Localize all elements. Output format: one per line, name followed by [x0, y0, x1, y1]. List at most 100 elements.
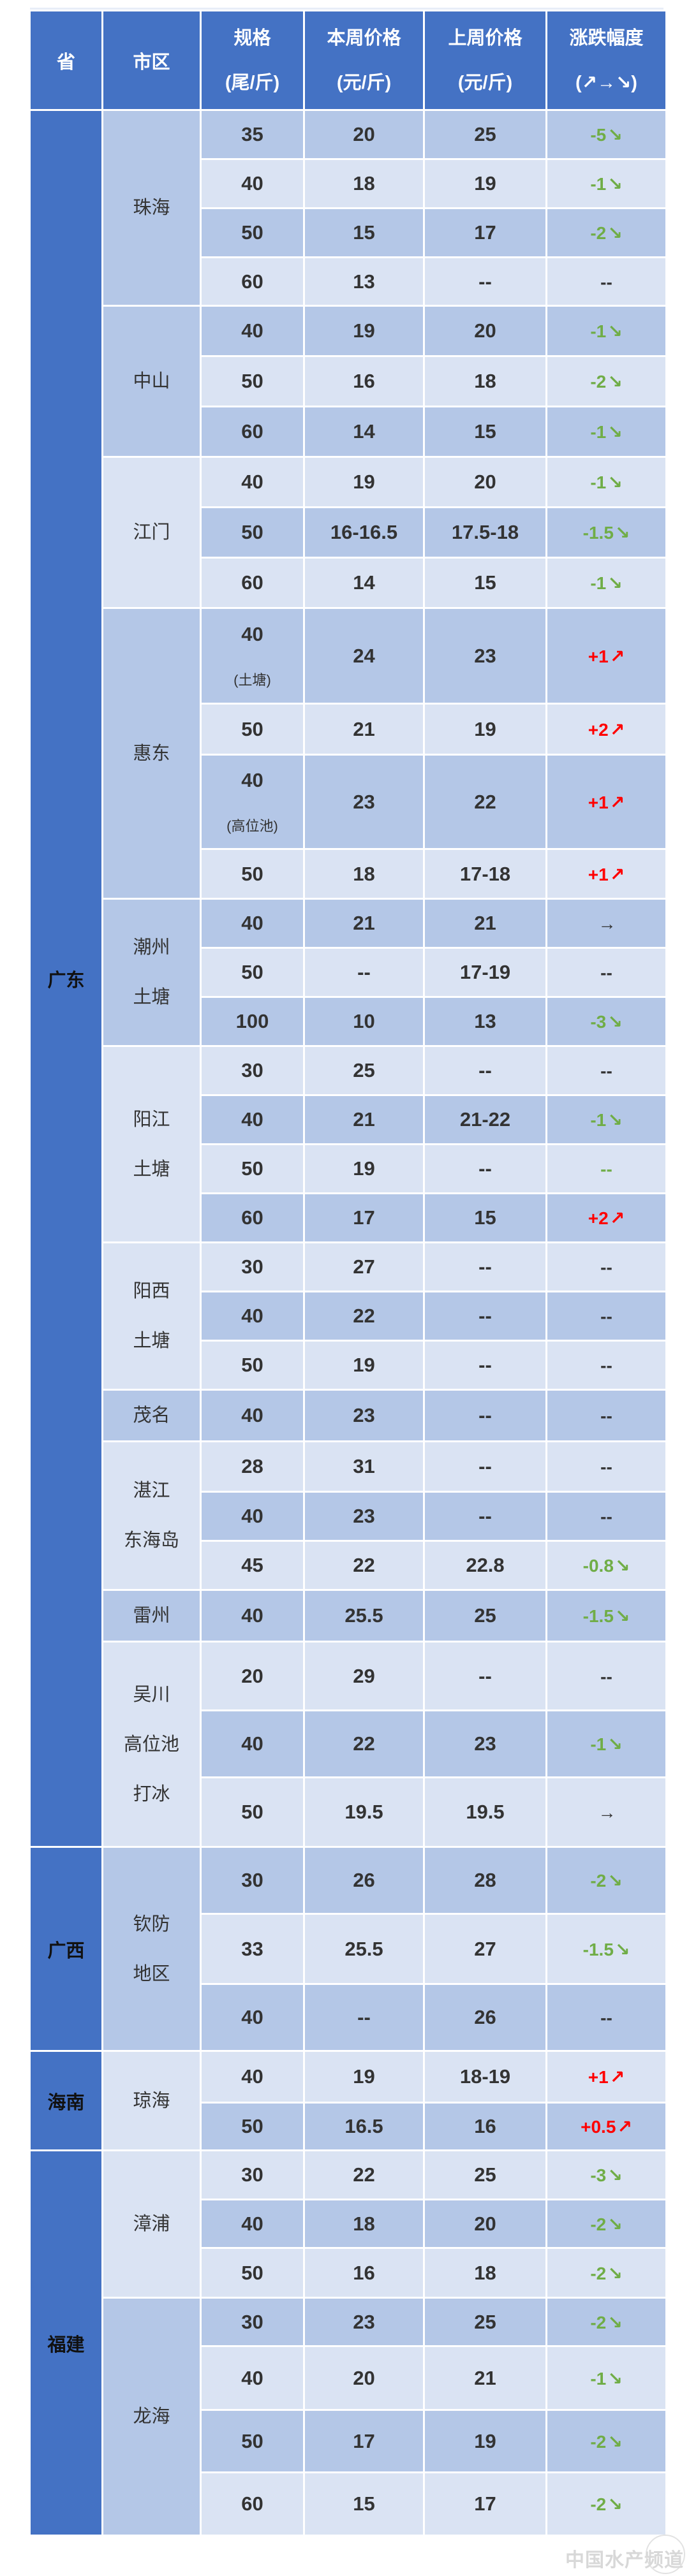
last-week-price: 18-19 [425, 2052, 545, 2102]
spec-cell: 45 [202, 1542, 303, 1589]
change-value: -- [600, 1159, 612, 1179]
spec-cell: 30 [202, 2151, 303, 2199]
change-cell: -1↘ [547, 2347, 665, 2409]
trend-up-icon: ↗ [609, 792, 625, 812]
table-row: 福建 漳浦 30 22 25 -3↘ [31, 2151, 665, 2535]
change-cell: -1↘ [547, 307, 665, 355]
table-row: 广东 珠海 35 20 25 -5↘ [31, 111, 665, 1846]
province-cell: 广西 [31, 1848, 101, 2050]
spec-stack: 40 (高位池) [202, 769, 303, 835]
change-value: -- [600, 1406, 612, 1426]
table-row: 50 19.5 19.5 → [31, 1778, 665, 1846]
trend-down-icon: ↘ [607, 2368, 623, 2389]
change-value: -1 [590, 472, 607, 492]
change-value: -2 [590, 2312, 607, 2332]
this-week-price: 25.5 [305, 1915, 423, 1983]
change-value: -1 [590, 573, 607, 593]
change-value: -- [600, 2008, 612, 2028]
this-week-price: 15 [305, 2473, 423, 2535]
city-cell: 漳浦 [103, 2151, 200, 2297]
header-spec-unit: (尾/斤) [225, 72, 280, 93]
last-week-price: 17-19 [425, 949, 545, 996]
change-cell: -2↘ [547, 209, 665, 256]
spec-cell: 40 (土塘) [202, 609, 303, 703]
last-week-price: 23 [425, 1711, 545, 1776]
table-row: 茂名 40 23 -- -- [31, 1391, 665, 1440]
table-row: 龙海 30 23 25 -2↘ [31, 2299, 665, 2535]
this-week-price: 20 [305, 111, 423, 158]
table-row: 海南 琼海 40 19 18-19 +1↗ [31, 2052, 665, 2149]
city-name-line: 打冰 [133, 1783, 170, 1804]
trend-up-icon: ↗ [609, 646, 625, 666]
this-week-price: 20 [305, 2347, 423, 2409]
city-name-line: 龙海 [133, 2406, 170, 2427]
trend-down-icon: ↘ [614, 1556, 630, 1576]
trend-up-icon: ↗ [609, 1208, 625, 1228]
trend-up-icon: ↗ [609, 864, 625, 884]
this-week-price: 19 [305, 2052, 423, 2102]
change-cell: -1↘ [547, 458, 665, 506]
change-value: +2 [588, 1208, 609, 1228]
table-row: 阳西 土塘 30 27 -- -- [31, 1243, 665, 1389]
last-week-price: 21 [425, 900, 545, 947]
spec-cell: 50 [202, 949, 303, 996]
city-name-line: 珠海 [133, 198, 170, 218]
spec-value: 40 [241, 622, 263, 645]
header-spec-label: 规格 [233, 27, 271, 48]
change-cell: -2↘ [547, 2299, 665, 2345]
spec-cell: 50 [202, 508, 303, 557]
this-week-price: 18 [305, 160, 423, 207]
spec-cell: 60 [202, 407, 303, 456]
header-change-label: 涨跌幅度 [569, 27, 644, 48]
city-name-line: 土塘 [133, 1159, 170, 1180]
change-value: -2 [590, 2263, 607, 2283]
header-city: 市区 [103, 11, 200, 109]
city-name-line: 土塘 [133, 1331, 170, 1351]
this-week-price: 22 [305, 1292, 423, 1340]
last-week-price: 19 [425, 160, 545, 207]
change-value: -1 [590, 321, 607, 341]
spec-cell: 40 [202, 458, 303, 506]
spec-cell: 50 [202, 2411, 303, 2471]
change-cell: -3↘ [547, 998, 665, 1045]
spec-cell: 50 [202, 209, 303, 256]
table-row: 40 22 23 -1↘ [31, 1711, 665, 1776]
this-week-price: 23 [305, 1391, 423, 1440]
change-cell: -- [547, 1243, 665, 1291]
change-value: -2 [590, 2494, 607, 2514]
last-week-price: 27 [425, 1915, 545, 1983]
spec-cell: 50 [202, 2104, 303, 2149]
change-cell: +2↗ [547, 1194, 665, 1241]
last-week-price: -- [425, 1292, 545, 1340]
last-week-price: 25 [425, 1591, 545, 1641]
change-cell: +0.5↗ [547, 2104, 665, 2149]
change-value: -0.8 [582, 1556, 614, 1576]
spec-cell: 100 [202, 998, 303, 1045]
this-week-price: 22 [305, 1542, 423, 1589]
change-value: -2 [590, 223, 607, 243]
table-row: 40 20 21 -1↘ [31, 2347, 665, 2409]
spec-cell: 50 [202, 1778, 303, 1846]
this-week-price: 17 [305, 2411, 423, 2471]
trend-down-icon: ↘ [607, 1110, 623, 1130]
change-value: -1 [590, 422, 607, 442]
spec-cell: 30 [202, 1848, 303, 1913]
change-value: -1 [590, 1110, 607, 1130]
change-value: -- [600, 1507, 612, 1526]
trend-down-icon: ↘ [607, 2214, 623, 2234]
change-value: -- [600, 272, 612, 292]
table-row: 100 10 13 -3↘ [31, 998, 665, 1045]
spec-cell: 20 [202, 1643, 303, 1709]
last-week-price: -- [425, 1342, 545, 1389]
this-week-price: 10 [305, 998, 423, 1045]
table-row: 50 16-16.5 17.5-18 -1.5↘ [31, 508, 665, 557]
last-week-price: 23 [425, 609, 545, 703]
spec-cell: 40 [202, 1591, 303, 1641]
this-week-price: 22 [305, 1711, 423, 1776]
table-body: 广东 珠海 35 20 25 -5↘ 40 18 19 -1↘ 50 15 17 -2↘ 60 13 -- -- 中… [31, 111, 665, 2535]
spec-cell: 40 [202, 1493, 303, 1540]
last-week-price: 13 [425, 998, 545, 1045]
spec-cell: 40 (高位池) [202, 756, 303, 848]
change-cell: -2↘ [547, 2411, 665, 2471]
last-week-price: 17 [425, 209, 545, 256]
